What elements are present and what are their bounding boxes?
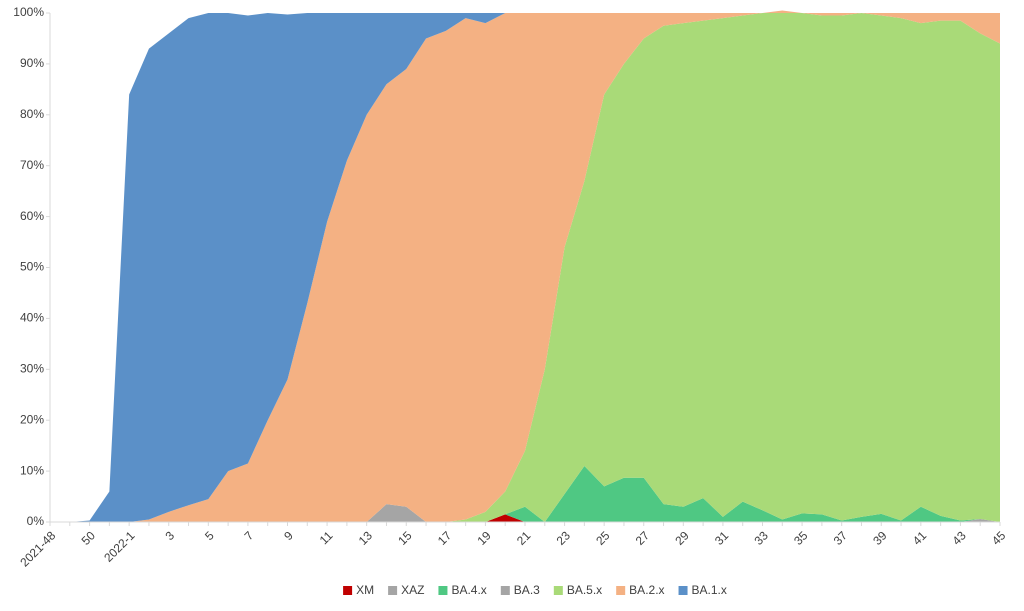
- y-tick-label: 40%: [20, 311, 44, 325]
- legend-label: BA.5.x: [567, 583, 602, 597]
- x-tick-label: 11: [317, 528, 336, 547]
- area: [50, 10, 1000, 523]
- x-tick-label: 37: [831, 528, 851, 548]
- x-tick-label: 33: [752, 528, 772, 548]
- x-tick-label: 19: [474, 528, 494, 548]
- x-tick-label: 3: [162, 528, 177, 543]
- x-tick-label: 41: [910, 528, 930, 548]
- legend-label: XM: [356, 583, 374, 597]
- y-tick-label: 70%: [20, 158, 44, 172]
- y-tick-label: 30%: [20, 361, 44, 375]
- area: [50, 13, 1000, 522]
- legend: XM XAZ BA.4.x BA.3 BA.5.x BA.2.x BA.1.x: [343, 583, 727, 597]
- x-tick-label: 21: [514, 528, 534, 548]
- x-tick-label: 43: [949, 528, 969, 548]
- y-tick-label: 60%: [20, 209, 44, 223]
- legend-swatch: [553, 586, 563, 595]
- x-tick-label: 50: [79, 528, 99, 548]
- legend-swatch: [438, 586, 448, 595]
- x-tick-label: 35: [791, 528, 811, 548]
- area: [50, 10, 1000, 523]
- area: [50, 466, 1000, 522]
- x-tick-label: 29: [672, 528, 692, 548]
- y-tick-label: 80%: [20, 107, 44, 121]
- legend-swatch: [343, 586, 353, 595]
- y-tick-label: 20%: [20, 412, 44, 426]
- legend-label: BA.2.x: [629, 583, 664, 597]
- x-tick-label: 45: [989, 528, 1009, 548]
- x-tick-label: 5: [202, 528, 217, 543]
- x-tick-label: 15: [395, 528, 415, 548]
- x-tick-label: 7: [242, 528, 257, 543]
- legend-label: BA.3: [514, 583, 540, 597]
- legend-swatch: [388, 586, 398, 595]
- legend-label: BA.1.x: [692, 583, 727, 597]
- x-tick-label: 9: [281, 528, 296, 543]
- y-tick-label: 100%: [13, 5, 44, 19]
- legend-swatch: [616, 586, 626, 595]
- y-tick-label: 10%: [20, 463, 44, 477]
- x-tick-label: 2021-48: [17, 528, 58, 569]
- legend-swatch: [678, 586, 688, 595]
- y-tick-label: 50%: [20, 260, 44, 274]
- x-tick-label: 25: [593, 528, 613, 548]
- legend-label: XAZ: [401, 583, 424, 597]
- x-tick-label: 17: [435, 528, 455, 548]
- y-tick-label: 90%: [20, 56, 44, 70]
- x-tick-label: 27: [633, 528, 653, 548]
- x-tick-label: 23: [554, 528, 574, 548]
- legend-swatch: [500, 586, 510, 595]
- x-tick-label: 39: [870, 528, 890, 548]
- x-tick-label: 13: [356, 528, 376, 548]
- legend-label: BA.4.x: [451, 583, 486, 597]
- y-tick-label: 0%: [27, 514, 45, 528]
- x-tick-label: 2022-1: [101, 528, 138, 565]
- x-tick-label: 31: [712, 528, 732, 548]
